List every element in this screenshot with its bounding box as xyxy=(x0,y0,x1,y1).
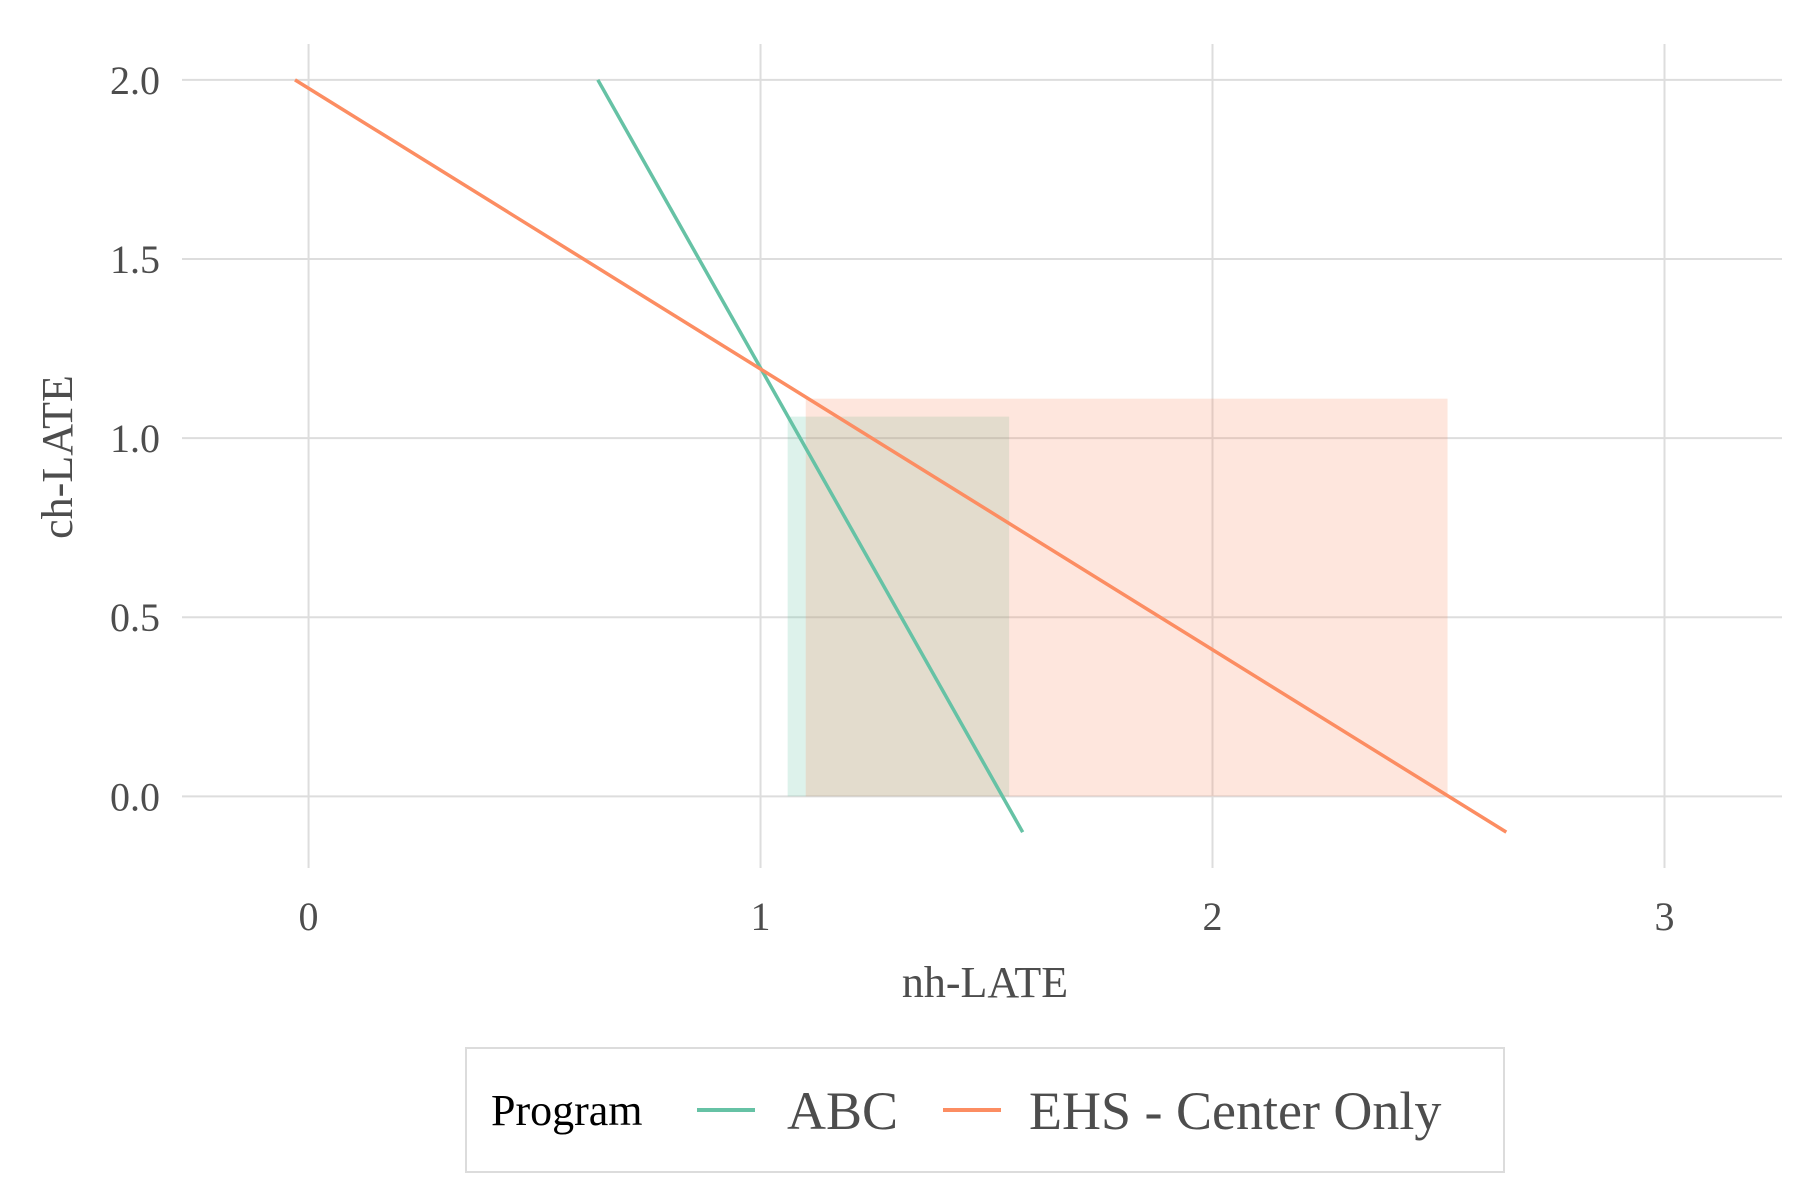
y-tick-label-2: 1.0 xyxy=(110,416,160,461)
y-tick-label-3: 1.5 xyxy=(110,237,160,282)
legend-title: Program xyxy=(491,1086,643,1135)
x-tick-label-0: 0 xyxy=(299,894,319,939)
y-axis-title: ch-LATE xyxy=(33,375,82,539)
series-line-abc xyxy=(596,78,1025,834)
x-tick-label-2: 2 xyxy=(1203,894,1223,939)
legend-label-abc: ABC xyxy=(787,1081,898,1141)
y-tick-label-1: 0.5 xyxy=(110,595,160,640)
series-line-ehs-center-only xyxy=(294,78,1508,834)
x-tick-label-3: 3 xyxy=(1654,894,1674,939)
x-axis-title: nh-LATE xyxy=(902,958,1068,1007)
x-tick-label-1: 1 xyxy=(751,894,771,939)
y-tick-label-4: 2.0 xyxy=(110,58,160,103)
legend: Program ABC EHS - Center Only xyxy=(465,1047,1505,1173)
tick-layer: 0 1 2 3 0.0 0.5 1.0 1.5 2.0 xyxy=(110,58,1674,939)
grid-layer xyxy=(182,44,1782,868)
y-tick-label-0: 0.0 xyxy=(110,774,160,819)
region-layer xyxy=(787,398,1448,797)
legend-label-ehs-center-only: EHS - Center Only xyxy=(1029,1081,1441,1141)
line-layer xyxy=(294,78,1508,834)
